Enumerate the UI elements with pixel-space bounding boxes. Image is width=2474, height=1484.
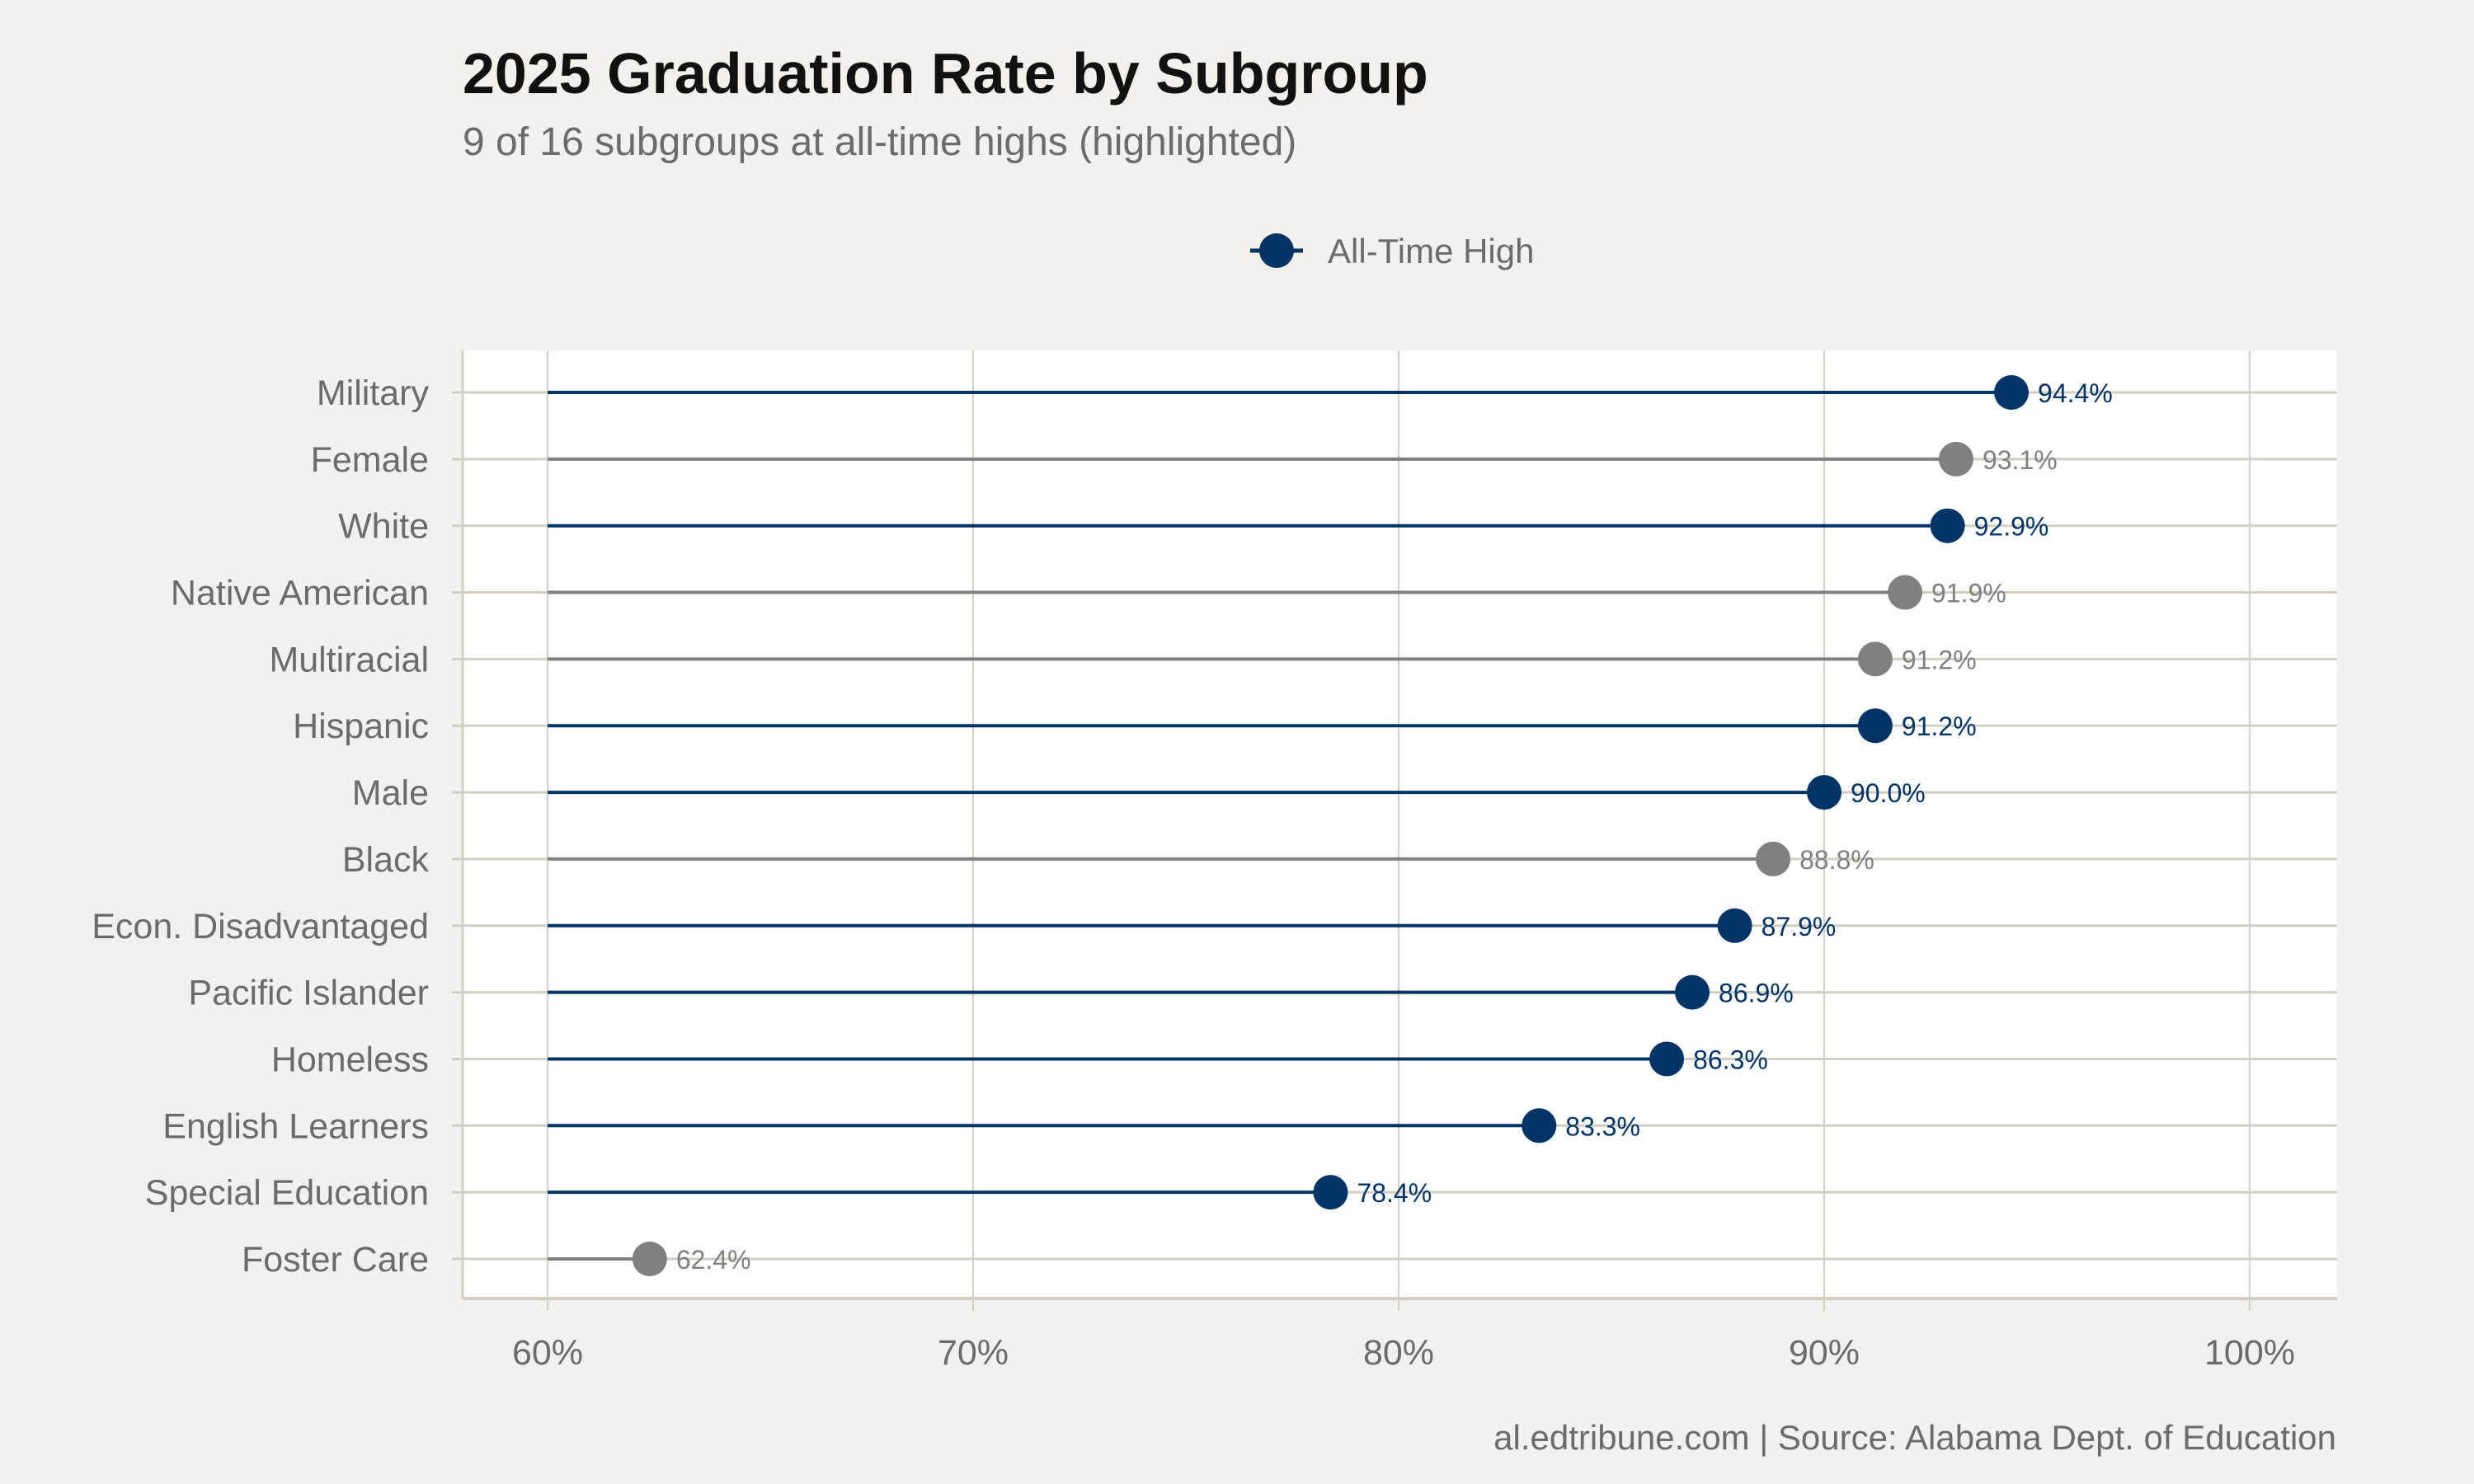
value-label: 91.2%	[1902, 645, 1977, 674]
lollipop-dot	[1938, 441, 1973, 477]
value-label: 62.4%	[676, 1245, 751, 1275]
x-tick-label: 70%	[938, 1333, 1009, 1373]
value-label: 83.3%	[1565, 1111, 1640, 1141]
lollipop-dot	[1888, 575, 1923, 610]
y-tick-label: Homeless	[271, 1040, 429, 1079]
legend-label: All-Time High	[1328, 232, 1534, 270]
value-label: 91.9%	[1931, 579, 2006, 608]
value-label: 90.0%	[1851, 778, 1926, 808]
plot-panel	[463, 350, 2337, 1298]
legend-dot-icon	[1259, 233, 1294, 268]
value-label: 92.9%	[1974, 512, 2049, 542]
y-tick-label: Black	[342, 840, 430, 880]
y-tick-label: Male	[352, 773, 429, 813]
y-tick-label: Pacific Islander	[188, 974, 429, 1013]
lollipop-dot	[1857, 708, 1893, 744]
lollipop-dot	[632, 1242, 667, 1276]
lollipop-dot	[1930, 508, 1965, 543]
chart-subtitle: 9 of 16 subgroups at all-time highs (hig…	[463, 120, 1296, 164]
chart-caption: al.edtribune.com | Source: Alabama Dept.…	[1493, 1418, 2336, 1457]
lollipop-dot	[1994, 375, 2030, 410]
value-label: 88.8%	[1799, 845, 1874, 875]
lollipop-dot	[1649, 1041, 1685, 1077]
value-label: 86.3%	[1693, 1045, 1768, 1074]
x-tick-label: 80%	[1363, 1333, 1434, 1373]
lollipop-dot	[1313, 1175, 1348, 1210]
y-tick-label: Special Education	[145, 1173, 429, 1213]
y-tick-label: Native American	[171, 574, 429, 613]
y-axis: Military Female White Native American Multir…	[92, 373, 463, 1280]
legend: All-Time High	[1250, 232, 1534, 270]
value-label: 87.9%	[1761, 912, 1837, 942]
lollipop-dot	[1857, 641, 1893, 677]
y-tick-label: Multiracial	[269, 640, 429, 679]
value-label: 94.4%	[2038, 378, 2113, 408]
value-label: 86.9%	[1719, 979, 1794, 1008]
y-tick-label: Foster Care	[242, 1240, 429, 1280]
y-tick-label: Econ. Disadvantaged	[92, 907, 429, 946]
x-axis: 60% 70% 80% 90% 100%	[512, 1298, 2295, 1373]
x-tick-label: 60%	[512, 1333, 583, 1373]
x-tick-label: 90%	[1789, 1333, 1860, 1373]
lollipop-dot	[1522, 1108, 1557, 1144]
value-label: 91.2%	[1902, 711, 1977, 741]
value-label: 78.4%	[1357, 1178, 1432, 1208]
x-tick-label: 100%	[2204, 1333, 2295, 1373]
lollipop-dot	[1756, 841, 1791, 876]
y-tick-label: Military	[317, 373, 430, 413]
marks: 94.4% 93.1% 92.9% 91.9% 91.2% 91.2% 90.0% 88.8%…	[548, 375, 2113, 1276]
chart-title: 2025 Graduation Rate by Subgroup	[463, 41, 1428, 106]
value-label: 93.1%	[1982, 445, 2058, 475]
y-tick-label: White	[338, 507, 429, 547]
lollipop-dot	[1717, 908, 1752, 943]
y-tick-label: Female	[311, 440, 429, 480]
lollipop-dot	[1675, 974, 1710, 1010]
y-tick-label: Hispanic	[293, 707, 429, 746]
y-tick-label: English Learners	[162, 1106, 429, 1146]
lollipop-dot	[1807, 775, 1841, 810]
